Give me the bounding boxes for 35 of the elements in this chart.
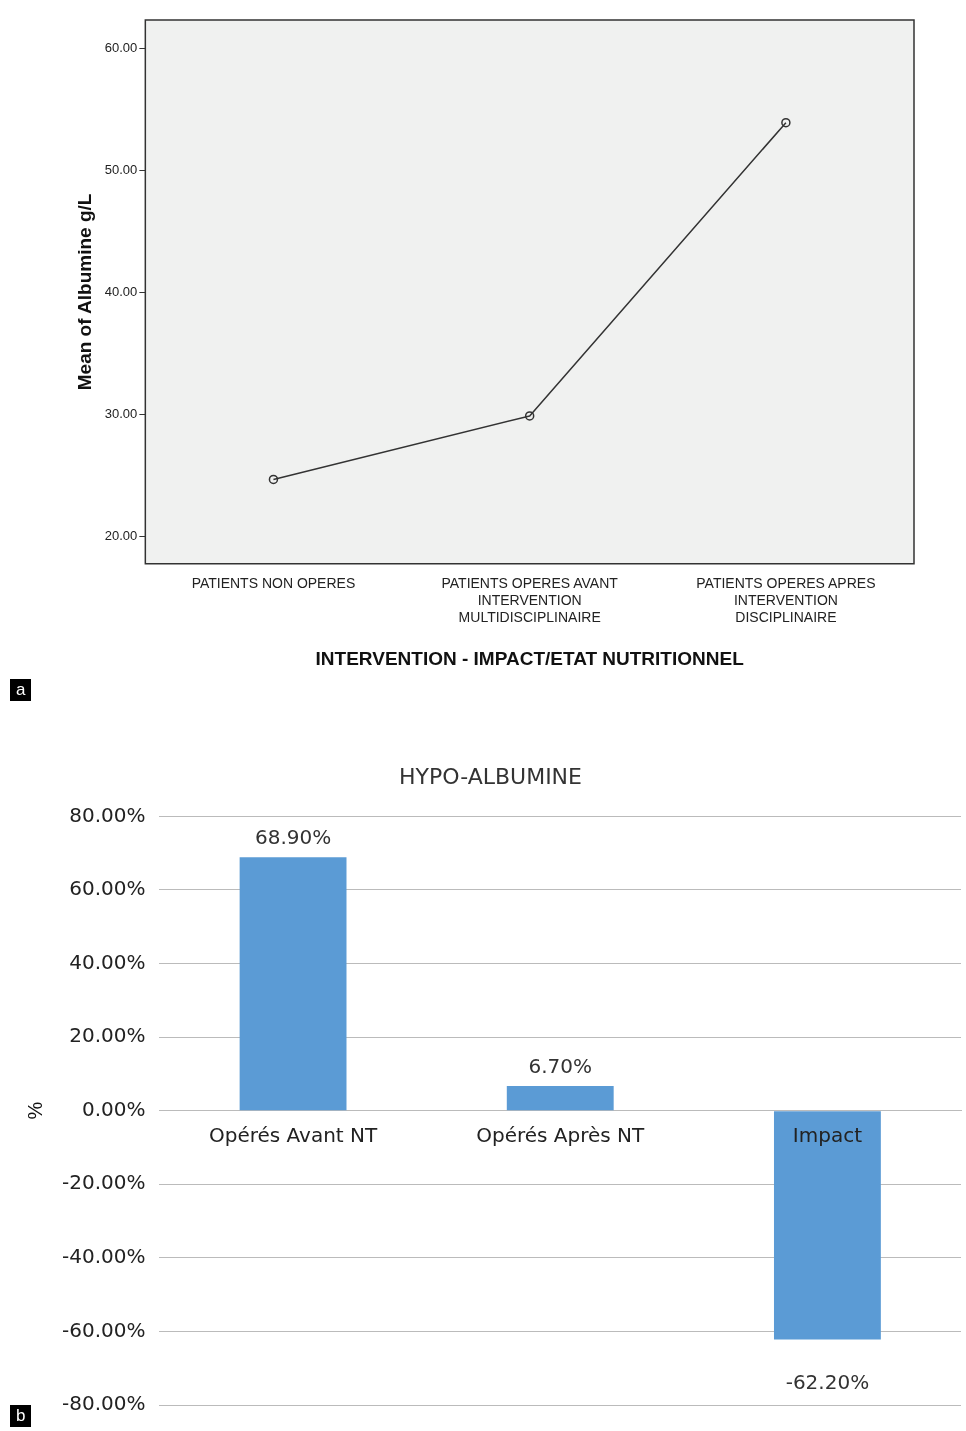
y-tick-label: 20.00% xyxy=(69,1023,146,1048)
x-tick-label: Impact xyxy=(792,1122,863,1147)
y-axis-title: % xyxy=(23,1101,46,1120)
text: a xyxy=(10,679,32,701)
y-tick-label: 30.00 xyxy=(104,406,138,422)
y-tick-label: -20.00% xyxy=(61,1170,146,1195)
bar xyxy=(773,1111,881,1340)
x-axis-title: INTERVENTION - IMPACT/ETAT NUTRITIONNEL xyxy=(315,647,745,669)
x-tick-label: Opérés Avant NT xyxy=(208,1122,378,1147)
y-tick-label: 0.00% xyxy=(81,1096,146,1121)
bar xyxy=(506,1086,614,1111)
y-tick-label: -40.00% xyxy=(61,1244,146,1269)
y-tick-label: -80.00% xyxy=(61,1391,146,1416)
y-axis-title: Mean of Albumine g/L xyxy=(73,193,95,391)
data-label: 6.70% xyxy=(528,1054,593,1079)
point xyxy=(268,474,279,485)
y-tick-label: -60.00% xyxy=(61,1317,146,1342)
bar xyxy=(239,857,347,1111)
data-label: -62.20% xyxy=(785,1369,870,1394)
chart-title: HYPO-ALBUMINE xyxy=(399,763,582,789)
data-label: 68.90% xyxy=(254,825,332,850)
y-tick-label: 40.00% xyxy=(69,949,146,974)
y-tick-label: 40.00 xyxy=(104,284,138,300)
y-tick-label: 80.00% xyxy=(69,802,146,827)
y-tick-label: 60.00 xyxy=(104,39,138,55)
y-tick-label: 20.00 xyxy=(104,528,138,544)
y-tick-label: 50.00 xyxy=(104,161,138,177)
text: b xyxy=(10,1405,32,1427)
point xyxy=(524,411,535,421)
y-tick-label: 60.00% xyxy=(69,876,146,901)
x-tick-label: Opérés Après NT xyxy=(476,1122,646,1147)
x-tick-label: PATIENTS NON OPERES xyxy=(191,575,356,592)
x-tick-label: PATIENTS OPERES AVANT INTERVENTION MULTIDISCIPLINAIRE xyxy=(441,575,619,625)
point xyxy=(781,117,791,128)
x-tick-label: PATIENTS OPERES APRES INTERVENTION DISCIPLINAIRE xyxy=(696,575,876,625)
